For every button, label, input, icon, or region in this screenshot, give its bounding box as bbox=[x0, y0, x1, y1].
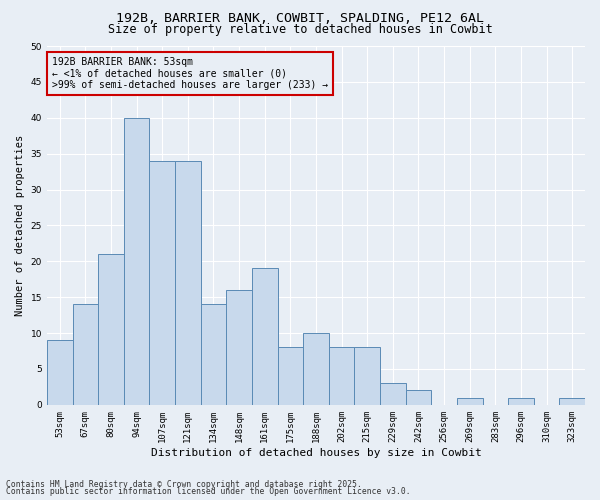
Bar bbox=[457, 398, 482, 405]
X-axis label: Distribution of detached houses by size in Cowbit: Distribution of detached houses by size … bbox=[151, 448, 481, 458]
Bar bbox=[175, 161, 200, 405]
Bar bbox=[508, 398, 534, 405]
Bar bbox=[73, 304, 98, 405]
Bar bbox=[355, 348, 380, 405]
Text: Size of property relative to detached houses in Cowbit: Size of property relative to detached ho… bbox=[107, 24, 493, 36]
Bar bbox=[559, 398, 585, 405]
Bar bbox=[124, 118, 149, 405]
Bar bbox=[380, 384, 406, 405]
Bar bbox=[47, 340, 73, 405]
Text: Contains public sector information licensed under the Open Government Licence v3: Contains public sector information licen… bbox=[6, 487, 410, 496]
Bar bbox=[226, 290, 252, 405]
Text: Contains HM Land Registry data © Crown copyright and database right 2025.: Contains HM Land Registry data © Crown c… bbox=[6, 480, 362, 489]
Text: 192B, BARRIER BANK, COWBIT, SPALDING, PE12 6AL: 192B, BARRIER BANK, COWBIT, SPALDING, PE… bbox=[116, 12, 484, 26]
Y-axis label: Number of detached properties: Number of detached properties bbox=[15, 135, 25, 316]
Bar bbox=[98, 254, 124, 405]
Bar bbox=[329, 348, 355, 405]
Bar bbox=[278, 348, 303, 405]
Bar bbox=[406, 390, 431, 405]
Text: 192B BARRIER BANK: 53sqm
← <1% of detached houses are smaller (0)
>99% of semi-d: 192B BARRIER BANK: 53sqm ← <1% of detach… bbox=[52, 57, 328, 90]
Bar bbox=[200, 304, 226, 405]
Bar bbox=[303, 333, 329, 405]
Bar bbox=[149, 161, 175, 405]
Bar bbox=[252, 268, 278, 405]
